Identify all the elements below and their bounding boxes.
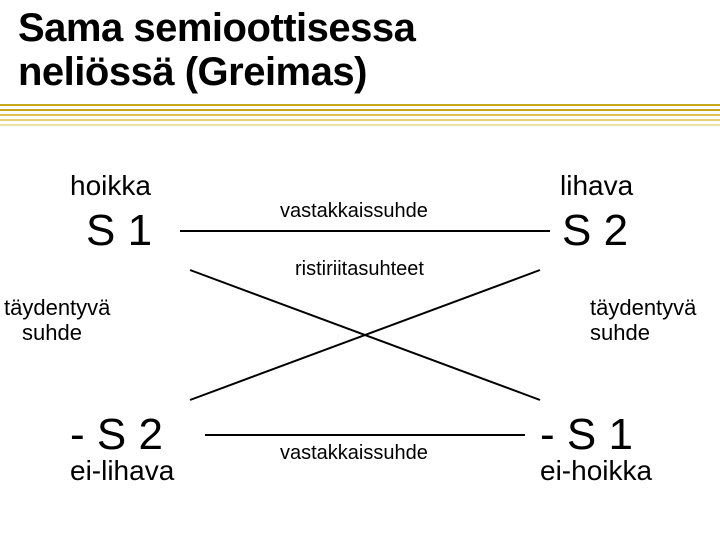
right-comp-line-2: suhde — [590, 320, 696, 345]
left-comp-line-1: täydentyvä — [4, 295, 110, 320]
contradiction-cross — [0, 0, 720, 540]
left-complementary-label: täydentyvä suhde — [4, 295, 110, 346]
left-comp-line-2: suhde — [4, 320, 110, 345]
right-complementary-label: täydentyvä suhde — [590, 295, 696, 346]
right-comp-line-1: täydentyvä — [590, 295, 696, 320]
